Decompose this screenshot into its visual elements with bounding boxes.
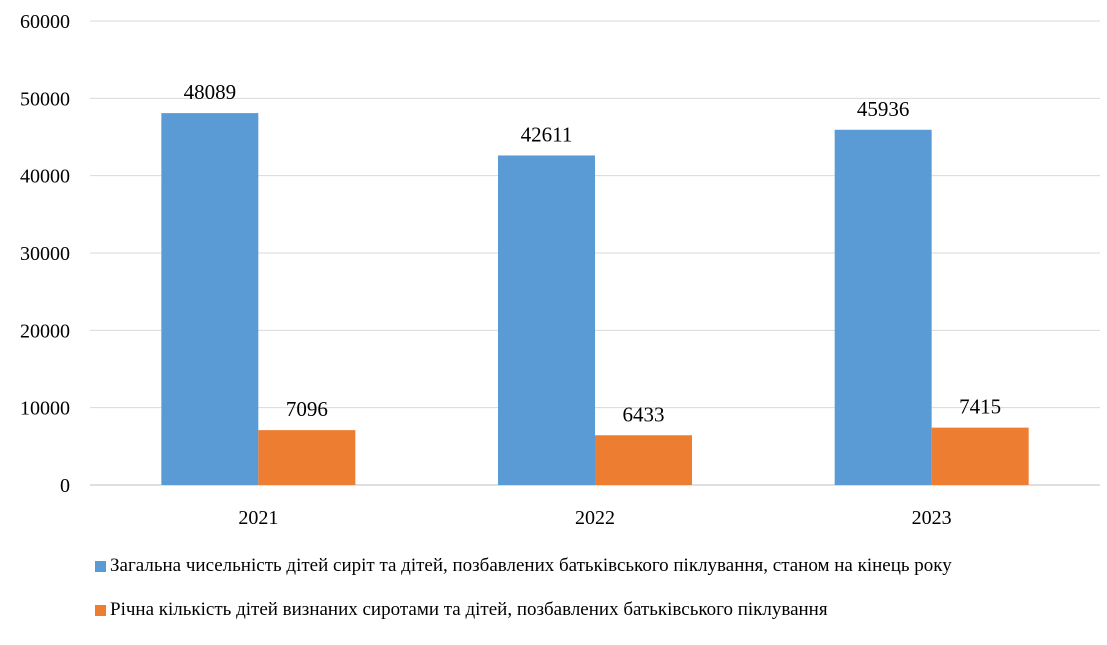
data-label-annual-2022: 6433: [623, 402, 665, 426]
legend-item-annual: Річна кількість дітей визнаних сиротами …: [95, 597, 1085, 623]
y-axis: 0 10000 20000 30000 40000 50000 60000: [20, 11, 70, 497]
legend-label-annual: Річна кількість дітей визнаних сиротами …: [110, 599, 828, 620]
x-tick-label-2023: 2023: [912, 507, 952, 529]
bar-annual-2023: [931, 427, 1029, 485]
legend: Загальна чисельність дітей сиріт та діте…: [95, 553, 1085, 641]
bar-annual-2021: [258, 430, 356, 485]
data-labels: 48089 7096 42611 6433 45936 7415: [184, 80, 1002, 426]
x-axis: 2021 2022 2023: [238, 507, 951, 529]
y-tick-label: 40000: [20, 166, 70, 188]
legend-swatch-total: [95, 561, 106, 572]
y-tick-label: 50000: [20, 88, 70, 110]
data-label-total-2022: 42611: [521, 122, 573, 146]
legend-label-total: Загальна чисельність дітей сиріт та діте…: [110, 555, 952, 576]
y-tick-label: 10000: [20, 398, 70, 420]
y-tick-label: 30000: [20, 243, 70, 265]
y-tick-label: 20000: [20, 320, 70, 342]
bar-total-2021: [161, 113, 259, 486]
bar-total-2022: [498, 155, 595, 486]
y-tick-label: 60000: [20, 11, 70, 33]
data-label-annual-2023: 7415: [959, 395, 1001, 419]
bar-total-2023: [834, 129, 932, 485]
bar-annual-2022: [595, 435, 692, 485]
data-label-total-2021: 48089: [184, 80, 237, 104]
x-tick-label-2022: 2022: [575, 507, 615, 529]
y-tick-label: 0: [60, 475, 70, 497]
data-label-total-2023: 45936: [857, 97, 910, 121]
legend-swatch-annual: [95, 605, 106, 616]
data-label-annual-2021: 7096: [286, 397, 328, 421]
bar-chart: 0 10000 20000 30000 40000 50000 60000 48089 709…: [20, 11, 1100, 529]
legend-item-total: Загальна чисельність дітей сиріт та діте…: [95, 553, 1085, 579]
bars: [161, 113, 1029, 486]
x-tick-label-2021: 2021: [238, 507, 278, 529]
